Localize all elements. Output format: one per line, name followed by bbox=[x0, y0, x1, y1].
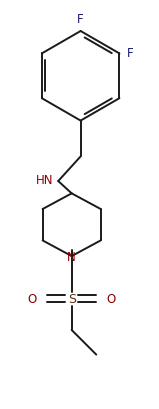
Text: S: S bbox=[68, 292, 76, 306]
Text: HN: HN bbox=[36, 174, 54, 187]
Text: O: O bbox=[106, 292, 116, 306]
Text: F: F bbox=[77, 13, 84, 26]
Text: F: F bbox=[127, 47, 134, 60]
Text: O: O bbox=[28, 292, 37, 306]
Text: N: N bbox=[67, 250, 76, 263]
